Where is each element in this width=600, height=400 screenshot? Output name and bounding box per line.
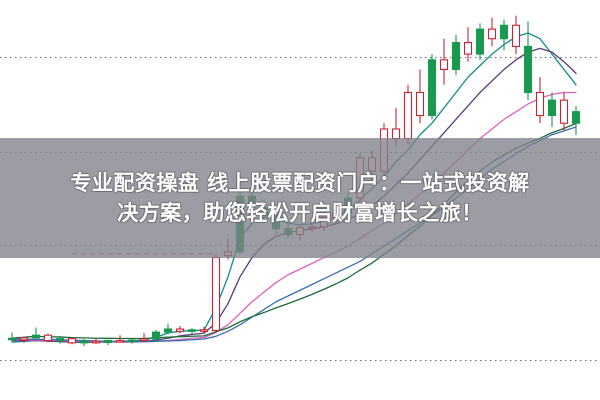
candlestick-chart [0, 0, 600, 400]
chart-background [0, 0, 600, 400]
stock-chart-screenshot: 专业配资操盘 线上股票配资门户：一站式投资解 决方案，助您轻松开启财富增长之旅！ [0, 0, 600, 400]
